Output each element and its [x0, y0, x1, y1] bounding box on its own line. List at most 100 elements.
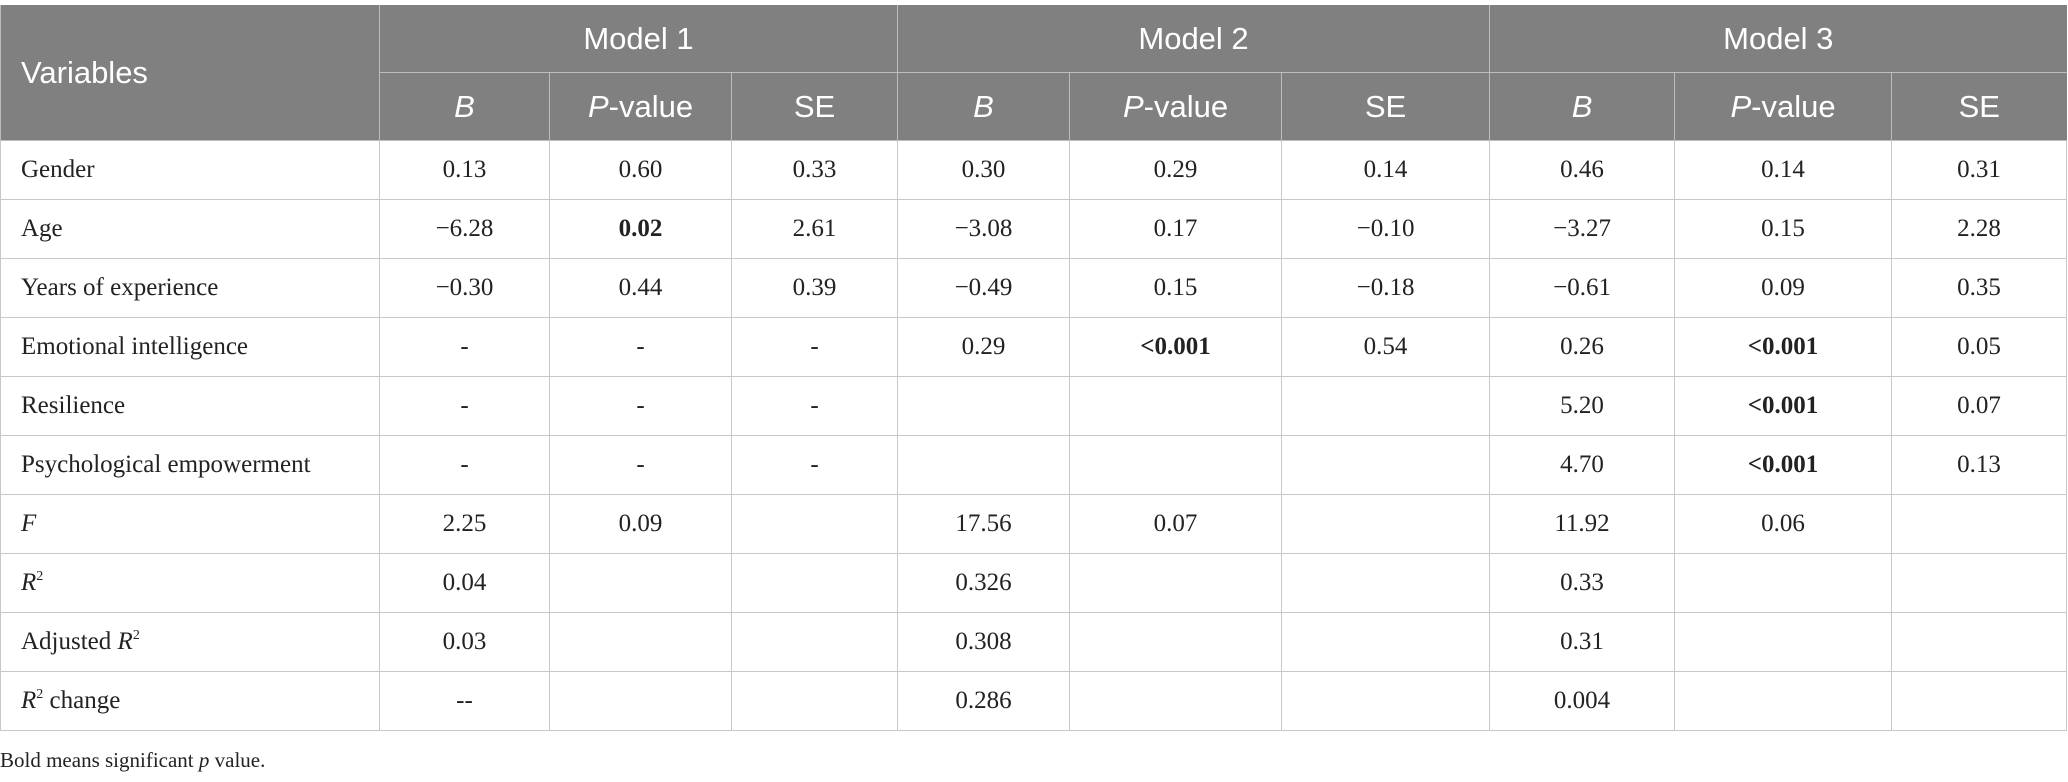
value-cell — [1891, 494, 2068, 554]
value-cell: 0.30 — [897, 140, 1071, 200]
table-row: Gender 0.13 0.60 0.33 0.30 0.29 0.14 0.46 0.14 0.… — [0, 140, 2068, 200]
table-row: Emotional intelligence - - -0.29 <0.001 0.54 0… — [0, 317, 2068, 377]
text-segment: Years of experience — [21, 274, 219, 301]
value-cell: 0.29 — [1069, 140, 1283, 200]
table-row: F 2.25 0.09 17.56 0.07 11.92 0.06 — [0, 494, 2068, 554]
value-cell: - — [730, 317, 899, 377]
value-cell: −0.10 — [1281, 199, 1491, 259]
value-cell — [1674, 612, 1893, 672]
value-cell: - — [549, 317, 732, 377]
value-cell — [730, 553, 899, 613]
subheader-cell: B — [379, 72, 550, 141]
value-cell: −3.27 — [1489, 199, 1676, 259]
value-cell: 0.06 — [1674, 494, 1893, 554]
bold-value: 0.02 — [618, 215, 663, 242]
text-segment: SE — [793, 88, 836, 124]
text-segment: -value — [1143, 88, 1229, 124]
value-cell: 0.14 — [1281, 140, 1491, 200]
value-cell: 0.09 — [549, 494, 732, 554]
value-cell — [730, 612, 899, 672]
text-segment: Adjusted — [21, 628, 118, 655]
text-segment: B — [454, 88, 475, 124]
text-segment: Bold means significant — [0, 748, 199, 772]
table-row: R2 0.04 0.326 0.33 — [0, 553, 2068, 613]
value-cell: <0.001 — [1674, 317, 1893, 377]
row-label: Age — [0, 199, 380, 259]
value-cell: 0.02 — [549, 199, 732, 259]
value-cell: 0.326 — [897, 553, 1071, 613]
header-cell: Variables — [0, 5, 380, 141]
text-segment: Gender — [21, 156, 95, 183]
value-cell — [549, 612, 732, 672]
value-cell: 0.15 — [1674, 199, 1893, 259]
text-segment: B — [1571, 88, 1593, 124]
value-cell: 0.35 — [1891, 258, 2068, 318]
value-cell — [1281, 612, 1491, 672]
text-segment: Age — [21, 215, 63, 242]
row-label: F — [0, 494, 380, 554]
value-cell: 0.286 — [897, 671, 1071, 731]
table-body: Gender 0.13 0.60 0.33 0.30 0.29 0.14 0.46 0.14 0.… — [0, 140, 2068, 731]
text-segment: 2 — [36, 569, 44, 584]
model-header: Model 1 — [378, 5, 898, 73]
value-cell: 0.07 — [1891, 376, 2068, 436]
value-cell — [1891, 671, 2068, 731]
bold-value: <0.001 — [1140, 333, 1211, 360]
table-header: Variables Model 1 Model 2 Model 3 B P-value SE… — [0, 5, 2067, 141]
text-segment: B — [973, 88, 994, 124]
subheader-cell: P-value — [1069, 72, 1282, 141]
text-segment: 2 — [132, 628, 140, 643]
value-cell: 0.05 — [1891, 317, 2068, 377]
value-cell: 0.29 — [897, 317, 1071, 377]
text-segment: Psychological empowerment — [21, 451, 311, 478]
value-cell: −0.18 — [1281, 258, 1491, 318]
subheader-cell: P-value — [549, 72, 732, 141]
value-cell — [1281, 376, 1491, 436]
row-label: Resilience — [0, 376, 380, 436]
text-segment: Resilience — [21, 392, 126, 419]
value-cell: 0.07 — [1069, 494, 1283, 554]
value-cell: 0.33 — [1489, 553, 1676, 613]
value-cell: 0.60 — [549, 140, 732, 200]
value-cell: - — [379, 317, 550, 377]
row-label: Adjusted R2 — [0, 612, 380, 672]
table-row: R2 change -- 0.286 0.004 — [0, 671, 2068, 731]
value-cell: - — [730, 435, 899, 495]
value-cell — [1281, 494, 1491, 554]
value-cell: 0.04 — [379, 553, 550, 613]
subheader-cell: SE — [1891, 72, 2067, 141]
value-cell: -- — [379, 671, 550, 731]
value-cell — [1069, 435, 1283, 495]
value-cell — [1674, 553, 1893, 613]
text-segment: P — [1122, 88, 1144, 124]
value-cell — [1281, 553, 1491, 613]
value-cell: −3.08 — [897, 199, 1071, 259]
text-segment: P — [1730, 88, 1752, 124]
row-label: Years of experience — [0, 258, 380, 318]
model-header: Model 2 — [897, 5, 1490, 73]
value-cell: 5.20 — [1489, 376, 1676, 436]
text-segment: R — [21, 569, 37, 596]
value-cell — [897, 435, 1071, 495]
value-cell: −0.61 — [1489, 258, 1676, 318]
subheader-cell: P-value — [1674, 72, 1892, 141]
text-segment: -value — [608, 88, 694, 124]
value-cell: 0.46 — [1489, 140, 1676, 200]
value-cell: 0.54 — [1281, 317, 1491, 377]
row-label: Psychological empowerment — [0, 435, 380, 495]
value-cell: 2.25 — [379, 494, 550, 554]
subheader-cell: SE — [730, 72, 898, 141]
value-cell: 0.13 — [379, 140, 550, 200]
value-cell: −0.30 — [379, 258, 550, 318]
value-cell: - — [549, 435, 732, 495]
value-cell — [1069, 376, 1283, 436]
value-cell: 0.13 — [1891, 435, 2068, 495]
row-label: R2 — [0, 553, 380, 613]
text-segment: -value — [1751, 88, 1836, 124]
text-segment: 2 — [36, 687, 44, 702]
footnote: Bold means significant p value. — [0, 748, 265, 773]
value-cell: 0.39 — [730, 258, 899, 318]
value-cell: 4.70 — [1489, 435, 1676, 495]
table-row: Resilience - - -5.20 <0.001 0.07 — [0, 376, 2068, 436]
